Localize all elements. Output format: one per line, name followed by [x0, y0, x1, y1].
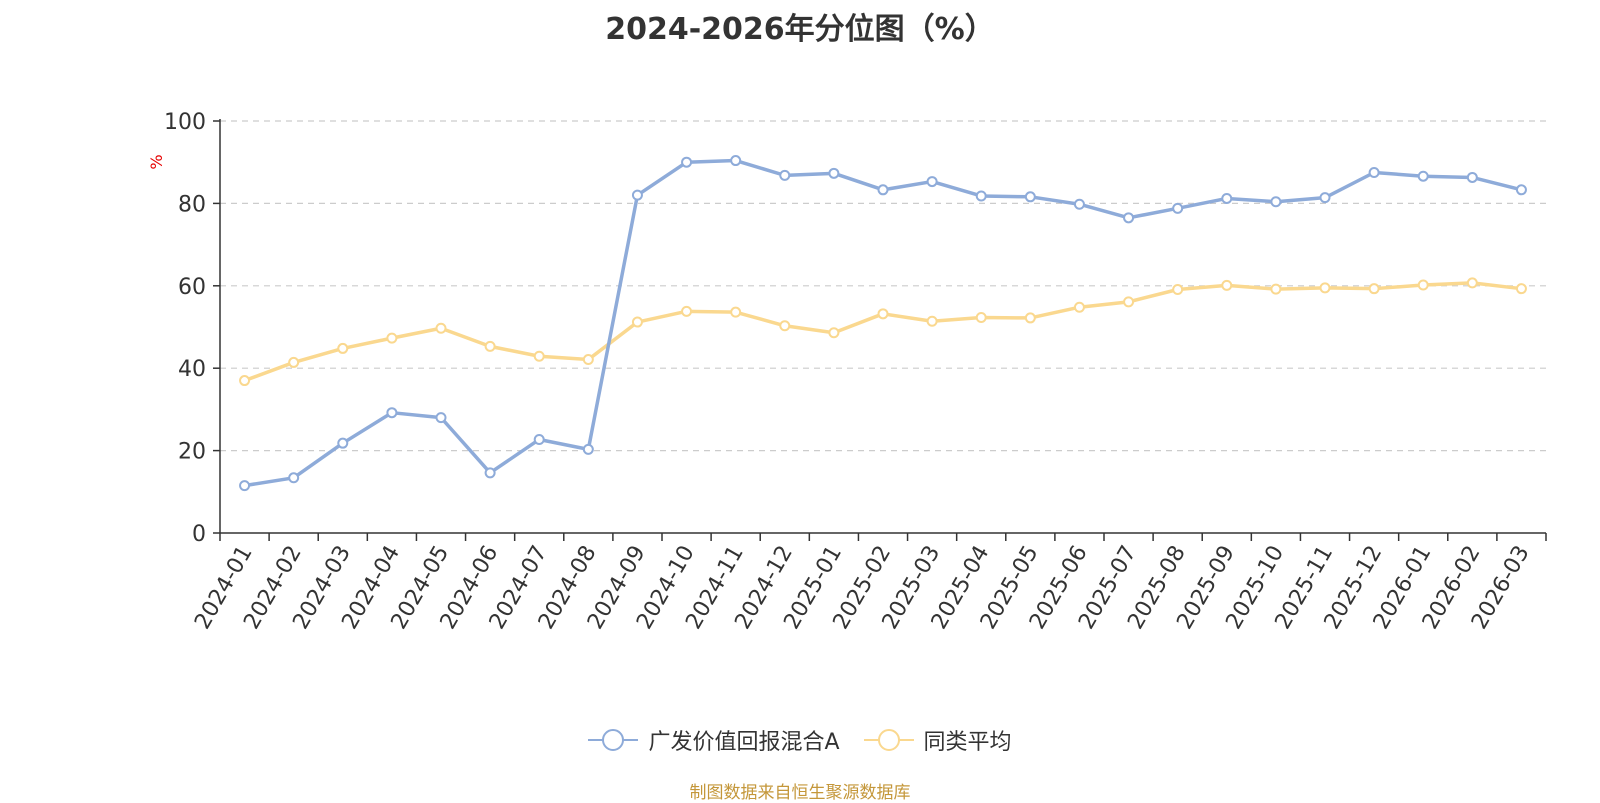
series-1-point-2024-03	[337, 437, 349, 449]
legend-item-series-1[interactable]: 广发价值回报混合A	[588, 724, 840, 756]
grid-lines	[220, 120, 1546, 452]
y-tick-label-80: 80	[178, 192, 206, 217]
y-tick-label-100: 100	[164, 110, 206, 135]
series-2	[239, 277, 1527, 387]
legend-label-series-1: 广发价值回报混合A	[648, 730, 840, 755]
series-2-point-2025-12	[1368, 283, 1380, 295]
y-tick-label-20: 20	[178, 440, 206, 465]
series-2-point-2025-03	[926, 315, 938, 327]
series-1-point-2025-05	[1024, 191, 1036, 203]
y-axis-label: %	[147, 154, 166, 169]
series-2-point-2024-11	[730, 306, 742, 318]
series-2-point-2024-05	[435, 322, 447, 334]
series-1-point-2025-03	[926, 176, 938, 188]
chart-title: 2024-2026年分位图（%）	[605, 12, 995, 47]
series-2-point-2025-06	[1073, 301, 1085, 313]
series-2-point-2025-09	[1221, 279, 1233, 291]
series-2-point-2024-06	[484, 340, 496, 352]
series-1-point-2024-02	[288, 472, 300, 484]
series-1-point-2025-08	[1172, 202, 1184, 214]
series-1-point-2026-03	[1515, 184, 1527, 196]
series-1-point-2024-04	[386, 407, 398, 419]
series-2-point-2026-03	[1515, 283, 1527, 295]
series-1-point-2025-09	[1221, 192, 1233, 204]
y-tick-label-0: 0	[192, 522, 206, 547]
series-1-point-2024-01	[239, 480, 251, 492]
series-2-point-2025-07	[1123, 296, 1135, 308]
series-2-point-2024-01	[239, 375, 251, 387]
series-1-point-2024-09	[631, 189, 643, 201]
series-1-point-2025-10	[1270, 196, 1282, 208]
series-1-point-2026-01	[1417, 170, 1429, 182]
series-2-point-2025-11	[1319, 282, 1331, 294]
series-1-point-2024-05	[435, 412, 447, 424]
series-1	[239, 155, 1527, 492]
legend-marker-series-1-icon	[588, 729, 639, 751]
series-1-point-2024-07	[533, 433, 545, 445]
series-2-line	[243, 281, 1522, 383]
series-2-point-2025-08	[1172, 284, 1184, 296]
y-tick-label-60: 60	[178, 275, 206, 300]
series-1-point-2024-11	[730, 155, 742, 167]
series-2-point-2026-02	[1466, 277, 1478, 289]
series-1-line	[244, 158, 1522, 488]
series-1-point-2025-02	[877, 184, 889, 196]
series-2-point-2024-12	[779, 320, 791, 332]
series-1-point-2026-02	[1466, 171, 1478, 183]
series-1-point-2024-10	[681, 156, 693, 168]
series-1-point-2024-08	[582, 443, 594, 455]
line-chart: 0204060801002024-012024-022024-032024-04…	[147, 110, 1547, 634]
series-1-point-2025-12	[1368, 167, 1380, 178]
axes: 0204060801002024-012024-022024-032024-04…	[164, 110, 1547, 634]
series-2-point-2024-03	[337, 342, 349, 354]
series-2-point-2025-10	[1270, 283, 1282, 295]
series-2-point-2025-05	[1024, 312, 1036, 324]
series-1-point-2024-06	[484, 467, 496, 479]
y-tick-label-40: 40	[178, 357, 206, 382]
series-2-point-2024-02	[288, 356, 300, 368]
series-1-point-2025-06	[1073, 198, 1085, 210]
source-note: 制图数据来自恒生聚源数据库	[689, 783, 911, 803]
series-1-point-2024-12	[779, 169, 791, 181]
legend-marker-series-2-icon	[863, 729, 914, 751]
series-2-point-2026-01	[1417, 279, 1429, 291]
series-2-point-2025-04	[975, 312, 987, 324]
series-1-point-2025-04	[975, 190, 987, 202]
legend: 广发价值回报混合A 同类平均	[0, 722, 1600, 758]
legend-label-series-2: 同类平均	[923, 730, 1012, 755]
series-2-point-2025-02	[877, 308, 889, 320]
series	[239, 155, 1527, 492]
series-1-point-2025-11	[1319, 192, 1331, 204]
series-2-point-2025-01	[828, 327, 840, 339]
series-2-point-2024-04	[386, 332, 398, 344]
series-2-point-2024-10	[681, 305, 693, 317]
series-2-point-2024-07	[533, 350, 545, 362]
series-2-point-2024-08	[582, 354, 594, 366]
series-2-point-2024-09	[631, 316, 643, 328]
series-1-point-2025-01	[828, 167, 840, 179]
legend-item-series-2[interactable]: 同类平均	[863, 724, 1012, 756]
series-1-point-2025-07	[1123, 212, 1135, 224]
